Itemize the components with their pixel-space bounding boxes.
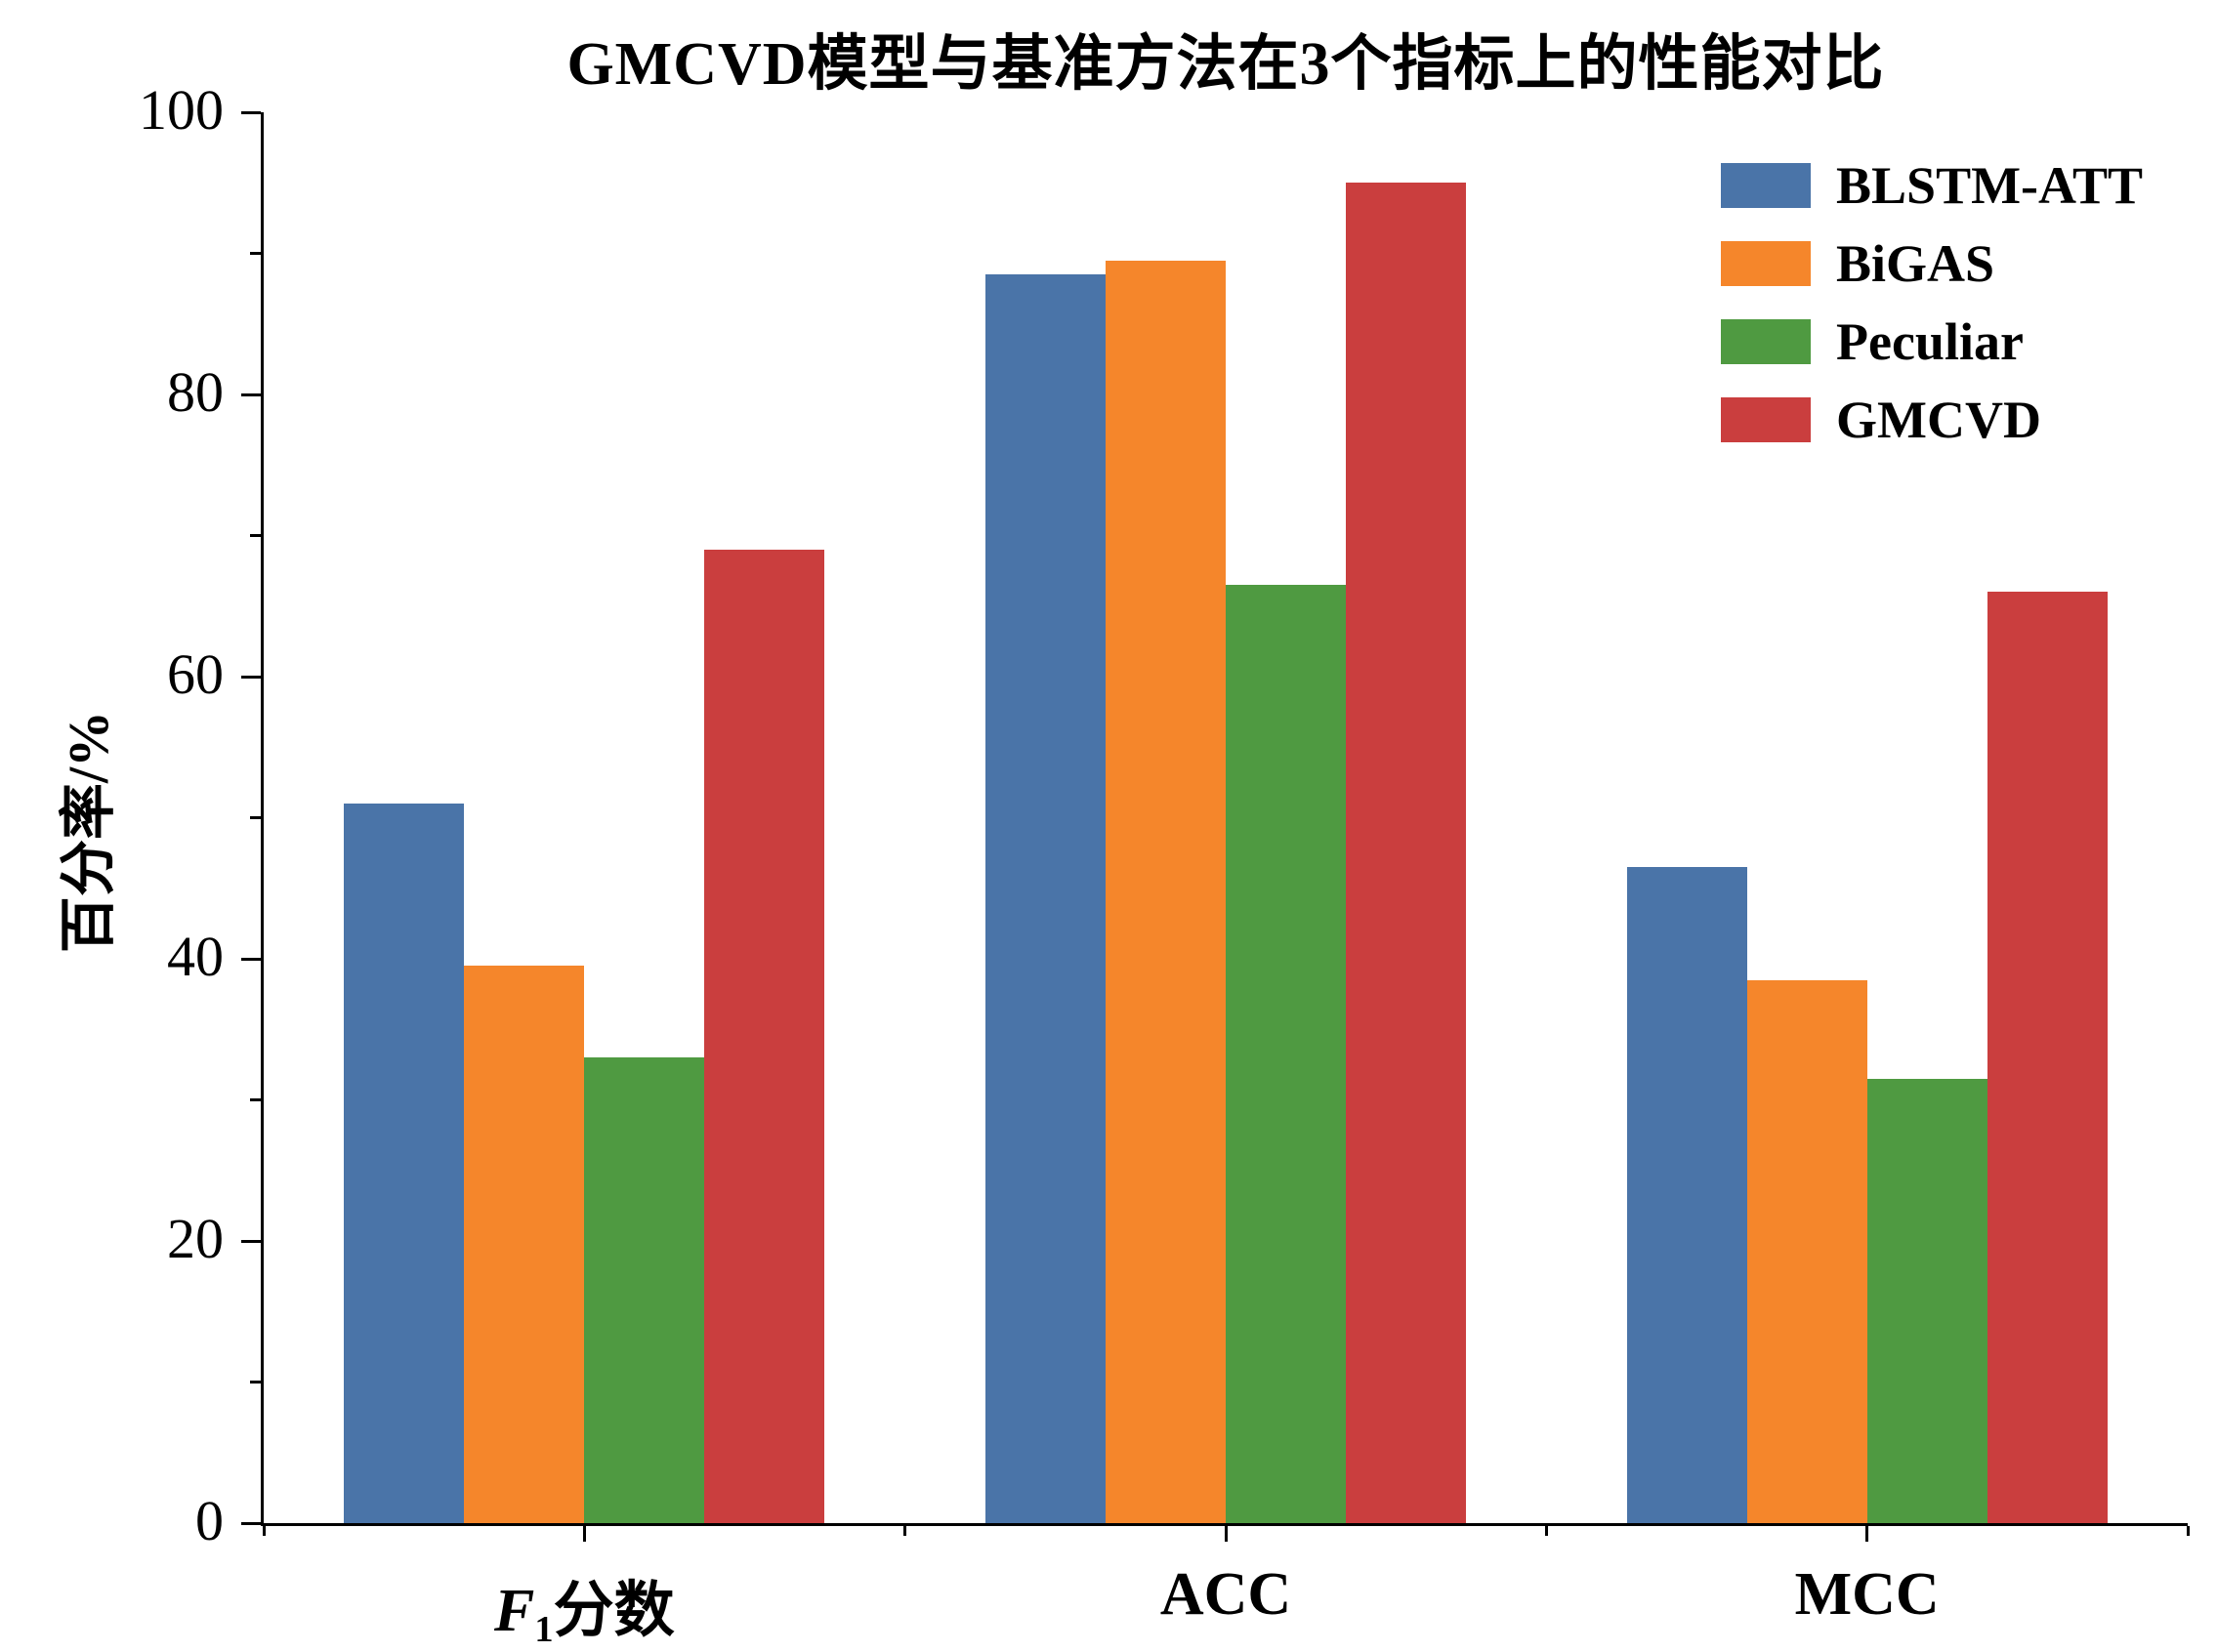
bar-Peculiar-0	[584, 1057, 705, 1523]
legend-label: Peculiar	[1836, 312, 2024, 371]
y-major-tick	[241, 392, 261, 396]
y-minor-tick	[250, 534, 261, 537]
bar-GMCVD-1	[1346, 183, 1466, 1523]
bar-GMCVD-2	[1987, 592, 2108, 1523]
legend-swatch-icon	[1721, 397, 1811, 442]
bar-BiGAS-1	[1106, 260, 1226, 1523]
x-axis-line	[261, 1523, 2188, 1526]
legend-swatch-icon	[1721, 319, 1811, 364]
y-tick-label: 40	[167, 925, 224, 988]
x-tick-label: ACC	[1159, 1561, 1292, 1628]
y-major-tick	[241, 110, 261, 114]
bar-Peculiar-1	[1226, 585, 1346, 1523]
bar-BiGAS-0	[464, 966, 585, 1523]
x-minor-tick	[903, 1526, 907, 1536]
x-tick-label: F1分数	[494, 1578, 675, 1650]
legend-item-GMCVD: GMCVD	[1721, 381, 2143, 459]
legend-item-BiGAS: BiGAS	[1721, 225, 2143, 303]
y-tick-label: 20	[167, 1207, 224, 1270]
legend-item-BLSTM-ATT: BLSTM-ATT	[1721, 146, 2143, 225]
legend: BLSTM-ATT BiGAS Peculiar GMCVD	[1721, 146, 2143, 459]
y-axis-line	[261, 112, 264, 1526]
legend-swatch-icon	[1721, 163, 1811, 208]
x-minor-tick	[2186, 1526, 2190, 1536]
x-minor-tick	[262, 1526, 266, 1536]
y-minor-tick	[250, 252, 261, 255]
bar-BLSTM-ATT-0	[344, 804, 465, 1523]
bar-GMCVD-0	[704, 549, 825, 1523]
y-minor-tick	[250, 1098, 261, 1101]
legend-label: BiGAS	[1836, 234, 1995, 293]
y-major-tick	[241, 957, 261, 961]
y-major-tick	[241, 675, 261, 679]
legend-label: BLSTM-ATT	[1836, 156, 2144, 215]
x-tick-label: MCC	[1794, 1561, 1940, 1628]
y-tick-label: 80	[167, 360, 224, 424]
y-tick-label: 0	[195, 1489, 224, 1552]
x-major-tick	[1865, 1526, 1869, 1542]
y-minor-tick	[250, 816, 261, 819]
y-tick-label: 60	[167, 642, 224, 706]
chart-title: GMCVD模型与基准方法在3个指标上的性能对比	[566, 31, 1885, 98]
bar-Peculiar-2	[1866, 1078, 1987, 1523]
legend-label: GMCVD	[1836, 391, 2041, 449]
y-minor-tick	[250, 1381, 261, 1384]
y-major-tick	[241, 1239, 261, 1243]
bar-BLSTM-ATT-1	[985, 274, 1106, 1523]
y-tick-label: 100	[139, 78, 224, 142]
x-major-tick	[1224, 1526, 1228, 1542]
x-major-tick	[582, 1526, 586, 1542]
legend-swatch-icon	[1721, 241, 1811, 286]
y-major-tick	[241, 1521, 261, 1525]
bar-BiGAS-2	[1746, 979, 1867, 1523]
bar-BLSTM-ATT-2	[1626, 867, 1747, 1523]
legend-item-Peculiar: Peculiar	[1721, 303, 2143, 381]
x-minor-tick	[1544, 1526, 1548, 1536]
